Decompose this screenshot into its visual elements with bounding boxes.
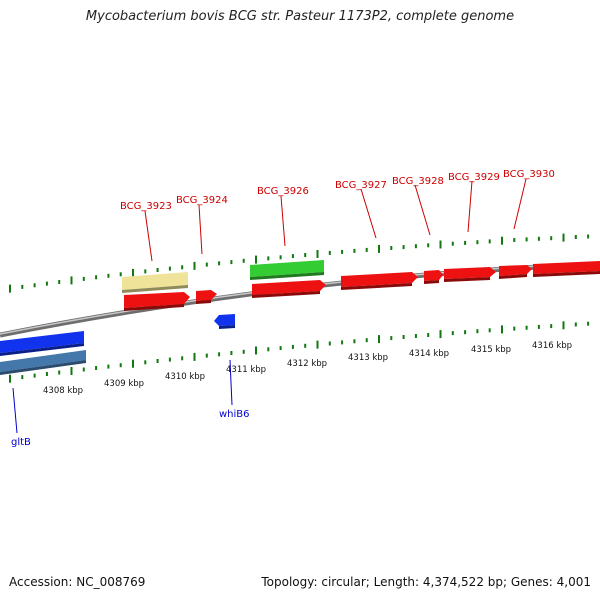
gene-label-bcg-3929[interactable]: BCG_3929 <box>448 172 500 183</box>
topology-label: Topology: circular; Length: 4,374,522 bp… <box>261 575 591 589</box>
gene-label-bcg-3930[interactable]: BCG_3930 <box>503 169 555 180</box>
scale-label: 4310 kbp <box>165 372 205 382</box>
gene-label-gltb[interactable]: gltB <box>11 437 31 448</box>
feature-bcg-3929[interactable] <box>444 267 496 282</box>
scale-label: 4311 kbp <box>226 365 266 375</box>
feature-bcg-3924[interactable] <box>196 290 217 304</box>
scale-label: 4313 kbp <box>348 353 388 363</box>
scale-ticks <box>9 233 590 383</box>
scale-label: 4308 kbp <box>43 386 83 396</box>
scale-label: 4309 kbp <box>104 379 144 389</box>
accession-label: Accession: NC_008769 <box>9 575 146 589</box>
gene-label-bcg-3927[interactable]: BCG_3927 <box>335 180 387 191</box>
map-title: Mycobacterium bovis BCG str. Pasteur 117… <box>85 9 515 24</box>
feature-gltb-inner[interactable] <box>0 350 86 375</box>
scale-label: 4316 kbp <box>532 341 572 351</box>
scale-label: 4315 kbp <box>471 345 511 355</box>
scale-label: 4312 kbp <box>287 359 327 369</box>
feature-green[interactable] <box>250 260 324 280</box>
feature-yellow[interactable] <box>122 272 188 293</box>
gene-label-bcg-3926[interactable]: BCG_3926 <box>257 186 309 197</box>
gene-labels: BCG_3923 BCG_3924 BCG_3926 BCG_3927 BCG_… <box>11 169 555 448</box>
label-leaders <box>12 178 527 434</box>
feature-bcg-3923[interactable] <box>124 292 190 311</box>
feature-whib6[interactable] <box>214 314 235 329</box>
feature-red-right[interactable] <box>533 261 600 277</box>
gene-label-bcg-3928[interactable]: BCG_3928 <box>392 176 444 187</box>
feature-bcg-3928[interactable] <box>424 270 443 284</box>
feature-bcg-3927[interactable] <box>341 272 418 290</box>
feature-gltb-outer[interactable] <box>0 331 84 356</box>
scale-labels: 4308 kbp 4309 kbp 4310 kbp 4311 kbp 4312… <box>43 341 572 396</box>
gene-label-whib6[interactable]: whiB6 <box>219 409 250 420</box>
scale-label: 4314 kbp <box>409 349 449 359</box>
gene-label-bcg-3924[interactable]: BCG_3924 <box>176 195 228 206</box>
feature-bcg-3926[interactable] <box>252 280 326 298</box>
gene-label-bcg-3923[interactable]: BCG_3923 <box>120 201 172 212</box>
feature-bcg-3930[interactable] <box>499 265 532 279</box>
